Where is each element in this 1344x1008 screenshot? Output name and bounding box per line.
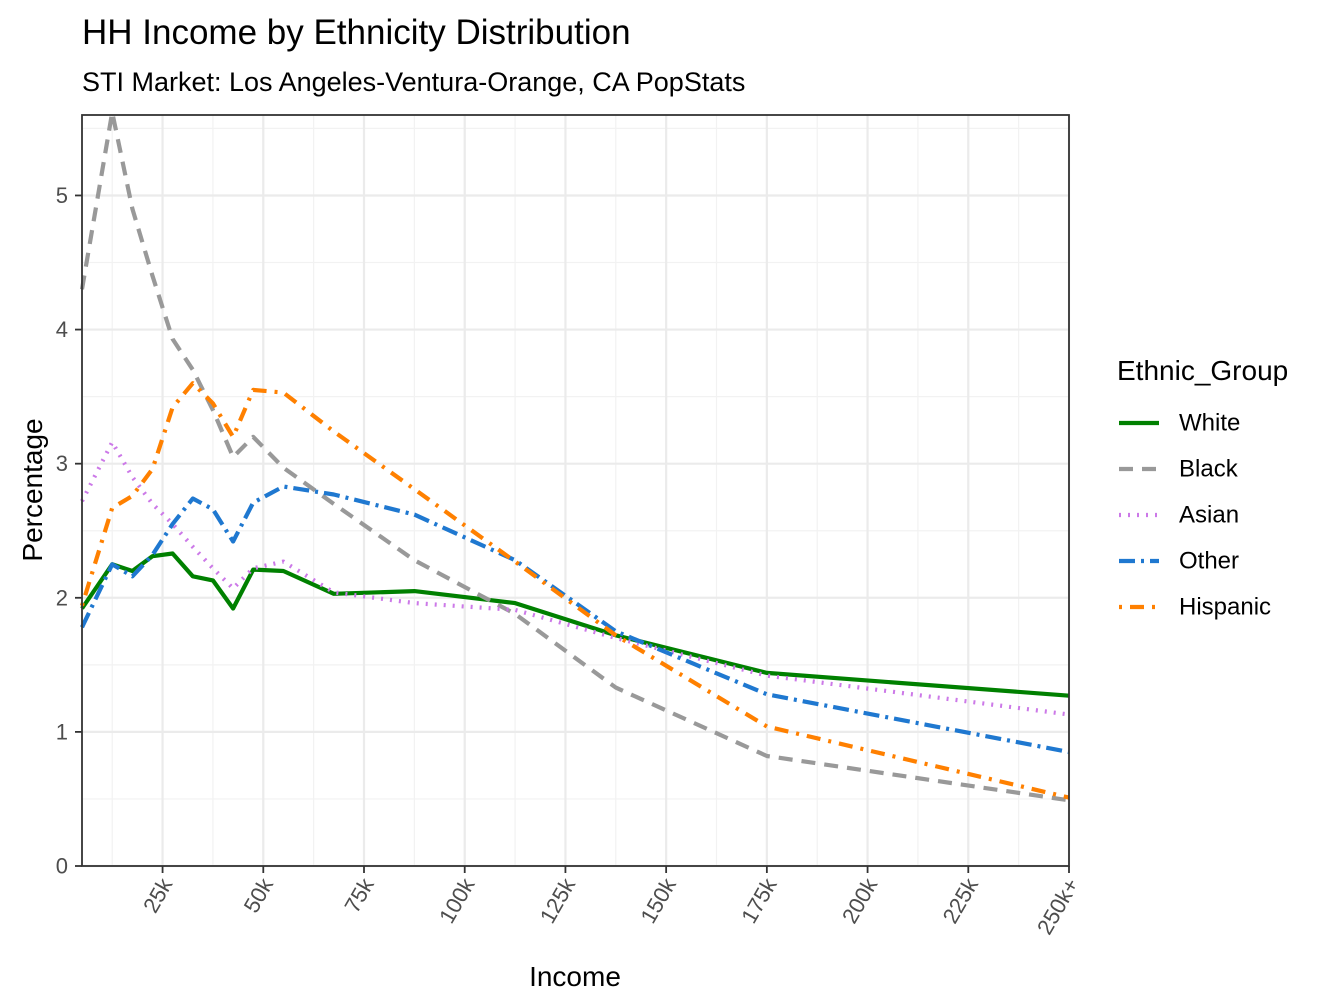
legend: Ethnic_Group White Black Asian Other Hispani…	[1117, 355, 1288, 621]
series-lines	[79, 110, 1070, 803]
x-tick-label: 150k	[635, 873, 681, 928]
x-axis: 25k 50k 75k 100k 125k 150k 175k 200k 225k 250k+	[138, 866, 1084, 939]
series-line-white	[80, 551, 1070, 698]
series-line-black	[79, 110, 1070, 803]
x-tick-label: 200k	[837, 873, 883, 928]
y-tick-label: 1	[56, 719, 68, 744]
y-axis-title: Percentage	[17, 418, 48, 561]
y-tick-label: 5	[56, 183, 68, 208]
x-tick-label: 50k	[239, 873, 279, 917]
y-tick-label: 0	[56, 854, 68, 879]
x-axis-title: Income	[529, 961, 621, 992]
legend-label-other: Other	[1179, 548, 1239, 575]
plot-border	[81, 114, 1070, 867]
legend-label-hispanic: Hispanic	[1179, 594, 1271, 621]
legend-title: Ethnic_Group	[1117, 355, 1288, 386]
x-tick-label: 125k	[535, 873, 581, 928]
legend-label-black: Black	[1179, 456, 1239, 483]
grid-minor	[82, 115, 1069, 866]
x-tick-label: 250k+	[1032, 874, 1084, 939]
legend-label-asian: Asian	[1179, 502, 1239, 529]
series-line-other	[80, 484, 1070, 755]
series-line-asian	[80, 440, 1070, 717]
legend-items: White Black Asian Other Hispanic	[1119, 410, 1271, 621]
chart-title: HH Income by Ethnicity Distribution	[82, 13, 631, 52]
x-tick-label: 225k	[938, 873, 984, 928]
legend-label-white: White	[1179, 410, 1240, 437]
x-tick-label: 100k	[434, 873, 480, 928]
y-tick-label: 3	[56, 451, 68, 476]
grid-major	[82, 115, 1071, 868]
x-tick-label: 25k	[138, 873, 178, 917]
y-axis: 0 1 2 3 4 5	[56, 183, 82, 879]
x-tick-label: 75k	[339, 873, 379, 917]
y-tick-label: 4	[56, 317, 68, 342]
y-tick-label: 2	[56, 585, 68, 610]
chart-subtitle: STI Market: Los Angeles-Ventura-Orange, …	[82, 67, 745, 97]
x-tick-label: 175k	[736, 873, 782, 928]
series-line-hispanic	[79, 381, 1070, 800]
